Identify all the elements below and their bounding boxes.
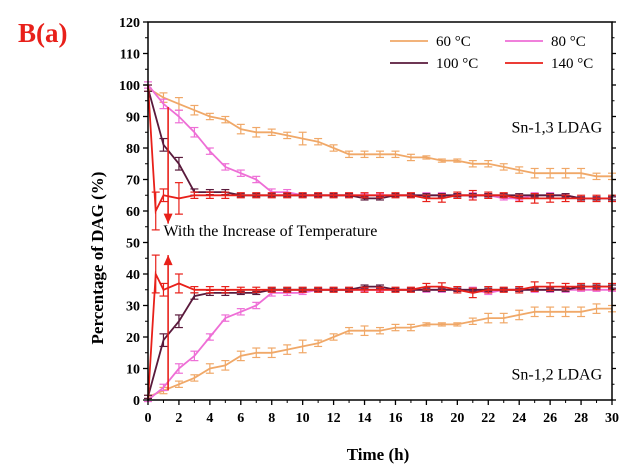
annotation-0: Sn-1,3 LDAG — [511, 119, 602, 136]
plot-frame — [147, 21, 613, 401]
y-tick-label: 60 — [126, 205, 140, 220]
legend-label: 140 °C — [551, 56, 593, 72]
series-1 — [144, 81, 616, 201]
x-tick-label: 26 — [543, 411, 557, 426]
series-5 — [144, 286, 616, 403]
x-tick-label: 18 — [419, 411, 433, 426]
x-tick-label: 6 — [237, 411, 244, 426]
y-tick-label: 80 — [126, 142, 140, 157]
x-tick-label: 30 — [605, 411, 619, 426]
legend-item-1: 80 °C — [505, 34, 586, 50]
x-tick-label: 22 — [481, 411, 495, 426]
y-tick-label: 40 — [126, 268, 140, 283]
x-tick-label: 14 — [358, 411, 372, 426]
annotations: Sn-1,3 LDAG Sn-1,2 LDAG With the Increase … — [163, 107, 603, 391]
y-tick-label: 20 — [126, 331, 140, 346]
series-line — [147, 84, 612, 200]
legend-label: 60 °C — [436, 34, 471, 50]
arrow-head — [163, 213, 173, 224]
legend-item-0: 60 °C — [390, 34, 471, 50]
y-tick-label: 110 — [120, 48, 140, 63]
legend: 60 °C 80 °C 100 °C 140 °C — [390, 34, 593, 72]
arrow-1 — [163, 255, 173, 391]
legend-item-3: 140 °C — [505, 56, 593, 72]
arrow-0 — [163, 107, 173, 224]
x-tick-label: 8 — [268, 411, 275, 426]
x-tick-label: 12 — [327, 411, 341, 426]
legend-label: 80 °C — [551, 34, 586, 50]
x-tick-label: 4 — [206, 411, 213, 426]
y-tick-label: 0 — [133, 394, 140, 409]
legend-label: 100 °C — [436, 56, 478, 72]
x-tick-label: 10 — [296, 411, 310, 426]
x-axis-title: Time (h) — [347, 445, 410, 464]
series-2 — [144, 84, 616, 201]
annotation-2: With the Increase of Temperature — [163, 223, 377, 240]
series-3 — [147, 84, 616, 231]
series-4 — [144, 303, 616, 400]
series-line — [147, 87, 612, 200]
y-tick-label: 90 — [126, 111, 140, 126]
x-tick-label: 2 — [175, 411, 182, 426]
y-tick-label: 120 — [119, 16, 140, 31]
x-tick-label: 28 — [574, 411, 588, 426]
series-line — [147, 270, 612, 401]
x-tick-label: 16 — [388, 411, 402, 426]
y-tick-label: 100 — [119, 79, 140, 94]
legend-item-2: 100 °C — [390, 56, 478, 72]
x-tick-label: 24 — [512, 411, 526, 426]
x-tick-label: 20 — [450, 411, 464, 426]
arrow-head — [163, 255, 173, 266]
y-tick-label: 30 — [126, 300, 140, 315]
series-7 — [147, 254, 616, 401]
y-axis-title: Percentage of DAG (%) — [88, 172, 107, 345]
x-tick-label: 0 — [145, 411, 152, 426]
panel-label: B(a) — [18, 18, 68, 48]
y-tick-label: 70 — [126, 174, 140, 189]
series-0 — [144, 84, 616, 181]
y-tick-label: 50 — [126, 237, 140, 252]
series-line — [147, 307, 612, 398]
y-tick-label: 10 — [126, 363, 140, 378]
annotation-1: Sn-1,2 LDAG — [511, 367, 602, 384]
series-line — [147, 84, 612, 215]
